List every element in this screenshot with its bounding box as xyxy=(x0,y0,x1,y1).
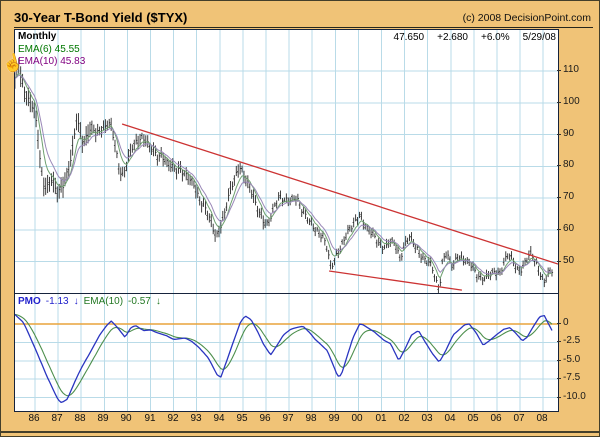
y-axis-tick-label: 70 xyxy=(563,191,575,202)
y-axis-tick-label: 0 xyxy=(563,317,569,328)
timeframe-label: Monthly xyxy=(18,31,57,42)
axis-tick xyxy=(557,70,561,71)
x-axis-label: 94 xyxy=(213,413,225,424)
x-axis-label: 00 xyxy=(351,413,363,424)
quote-last: 47.650 xyxy=(393,32,425,43)
copyright-text: (c) 2008 DecisionPoint.com xyxy=(462,12,591,24)
title-divider xyxy=(14,27,593,28)
axis-tick xyxy=(557,323,561,324)
y-axis-tick-label: -10.0 xyxy=(563,391,586,402)
pmo-ema-label: EMA(10) xyxy=(83,296,124,307)
quote-date: 5/29/08 xyxy=(522,32,556,43)
pmo-panel-legend: PMO -1.13 ↓ EMA(10) -0.57 ↓ xyxy=(18,296,161,307)
pmo-ema-value: -0.57 xyxy=(128,296,151,307)
x-axis-label: 92 xyxy=(167,413,179,424)
x-axis-label: 89 xyxy=(97,413,109,424)
y-axis-tick-label: 100 xyxy=(563,96,580,107)
x-axis-label: 06 xyxy=(490,413,502,424)
axis-tick xyxy=(557,397,561,398)
axis-tick xyxy=(557,360,561,361)
x-axis-label: 90 xyxy=(120,413,132,424)
page-title: 30-Year T-Bond Yield ($TYX) xyxy=(14,10,188,25)
x-axis-label: 88 xyxy=(74,413,86,424)
price-chart-canvas xyxy=(15,30,558,293)
y-axis-tick-label: -2.5 xyxy=(563,335,581,346)
axis-tick xyxy=(557,261,561,262)
axis-tick xyxy=(557,134,561,135)
y-axis-tick-label: 60 xyxy=(563,223,575,234)
x-axis-label: 02 xyxy=(398,413,410,424)
quote-change: +2.680 xyxy=(437,32,468,43)
x-axis-label: 04 xyxy=(444,413,456,424)
x-axis-label: 97 xyxy=(282,413,294,424)
x-axis-label: 01 xyxy=(375,413,387,424)
axis-tick xyxy=(557,102,561,103)
pmo-label: PMO xyxy=(18,296,41,307)
axis-tick xyxy=(557,165,561,166)
x-axis-label: 86 xyxy=(28,413,40,424)
y-axis-tick-label: 110 xyxy=(563,64,579,75)
y-axis-tick-label: -7.5 xyxy=(563,372,581,383)
x-axis-label: 91 xyxy=(144,413,156,424)
pmo-down-arrow-icon: ↓ xyxy=(73,296,79,307)
quote-strip: 47.650 +2.680 +6.0% 5/29/08 xyxy=(394,32,556,43)
y-axis-tick-label: 90 xyxy=(563,128,575,139)
price-panel-legend: Monthly EMA(6) 45.55 EMA(10) 45.83 xyxy=(18,31,85,69)
x-axis-label: 93 xyxy=(190,413,202,424)
x-axis-label: 95 xyxy=(236,413,248,424)
axis-tick xyxy=(557,341,561,342)
axis-tick xyxy=(557,229,561,230)
x-axis-label: 87 xyxy=(51,413,63,424)
x-axis-label: 99 xyxy=(328,413,340,424)
pmo-indicator-panel: PMO -1.13 ↓ EMA(10) -0.57 ↓ xyxy=(14,293,559,412)
x-axis-label: 98 xyxy=(305,413,317,424)
y-axis-tick-label: 80 xyxy=(563,159,575,170)
ema6-legend-label: EMA(6) 45.55 xyxy=(18,43,80,55)
x-axis-label: 07 xyxy=(513,413,525,424)
x-axis-label: 08 xyxy=(536,413,548,424)
axis-tick xyxy=(557,378,561,379)
quote-percent: +6.0% xyxy=(480,32,510,43)
pmo-value: -1.13 xyxy=(45,296,69,307)
y-axis-tick-label: 50 xyxy=(563,255,575,266)
y-axis-tick-label: -5.0 xyxy=(563,354,581,365)
bottom-divider xyxy=(1,431,599,433)
x-axis-label: 05 xyxy=(467,413,479,424)
pmo-chart-canvas xyxy=(15,294,558,411)
price-chart-panel: Monthly EMA(6) 45.55 EMA(10) 45.83 47.65… xyxy=(14,29,559,294)
x-axis-label: 96 xyxy=(259,413,271,424)
pmo-ema-down-arrow-icon: ↓ xyxy=(155,296,161,307)
x-axis-label: 03 xyxy=(421,413,433,424)
ema10-legend-label: EMA(10) 45.83 xyxy=(18,56,86,67)
axis-tick xyxy=(557,197,561,198)
